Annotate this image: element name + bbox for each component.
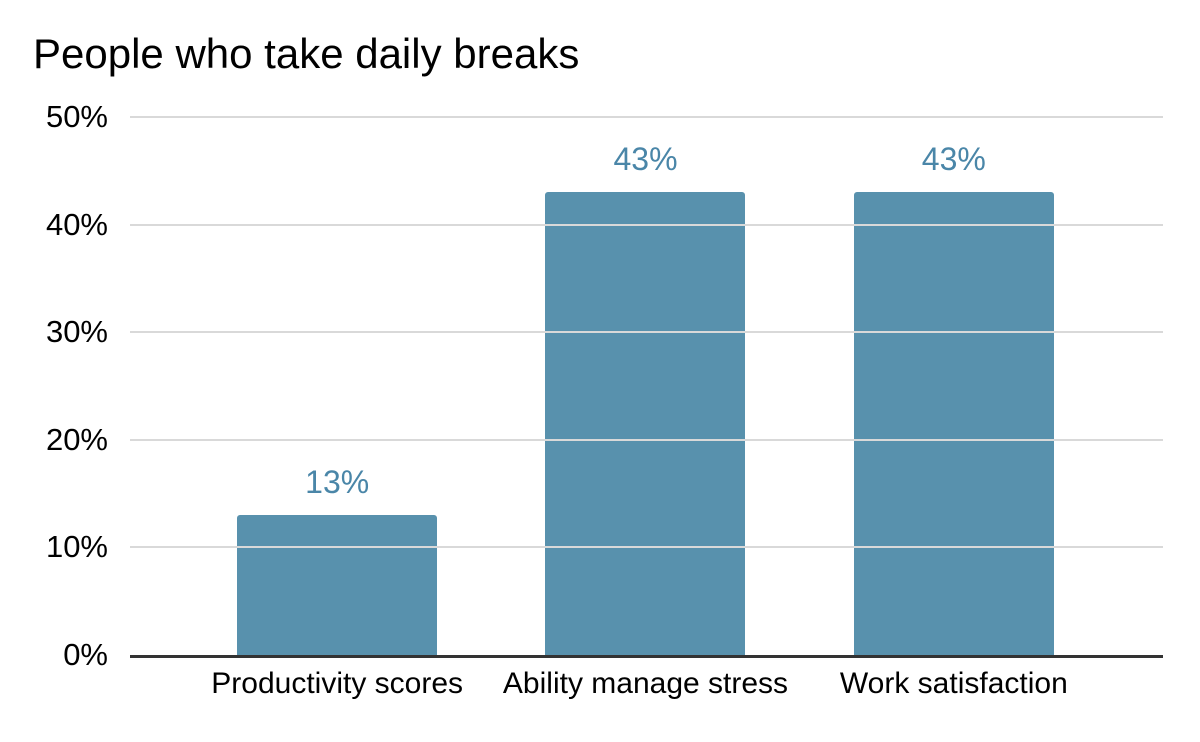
gridline: [130, 331, 1163, 334]
y-tick-label: 50%: [45, 99, 108, 134]
x-category-label: Work satisfaction: [839, 667, 1068, 700]
y-tick-label: 20%: [45, 421, 108, 457]
gridline: [130, 438, 1163, 441]
bar-value-label: 13%: [305, 464, 370, 501]
chart-title: People who take daily breaks: [33, 30, 580, 77]
plot-area: 13% 43% 43%: [130, 116, 1163, 658]
gridline: [130, 116, 1163, 118]
gridline: [130, 546, 1163, 549]
y-tick-label: 30%: [45, 314, 108, 350]
y-tick-label: 40%: [45, 206, 108, 242]
bar-band: 43%: [491, 117, 799, 655]
y-tick-label: 10%: [45, 529, 108, 565]
bar-band: 13%: [183, 117, 491, 655]
x-axis: Productivity scores Ability manage stress…: [130, 666, 1163, 706]
bars-layer: 13% 43% 43%: [130, 117, 1163, 655]
bar-value-label: 43%: [921, 141, 986, 178]
y-tick-label: 0%: [63, 637, 108, 672]
bar: [237, 515, 438, 655]
x-category-label: Productivity scores: [211, 667, 464, 700]
y-axis: 0% 10% 20% 30% 40% 50%: [0, 101, 108, 670]
bar: [545, 192, 746, 655]
x-category-label: Ability manage stress: [502, 667, 789, 700]
bar-value-label: 43%: [613, 141, 678, 178]
gridline: [130, 223, 1163, 226]
bar-band: 43%: [800, 117, 1108, 655]
bar: [853, 192, 1054, 655]
